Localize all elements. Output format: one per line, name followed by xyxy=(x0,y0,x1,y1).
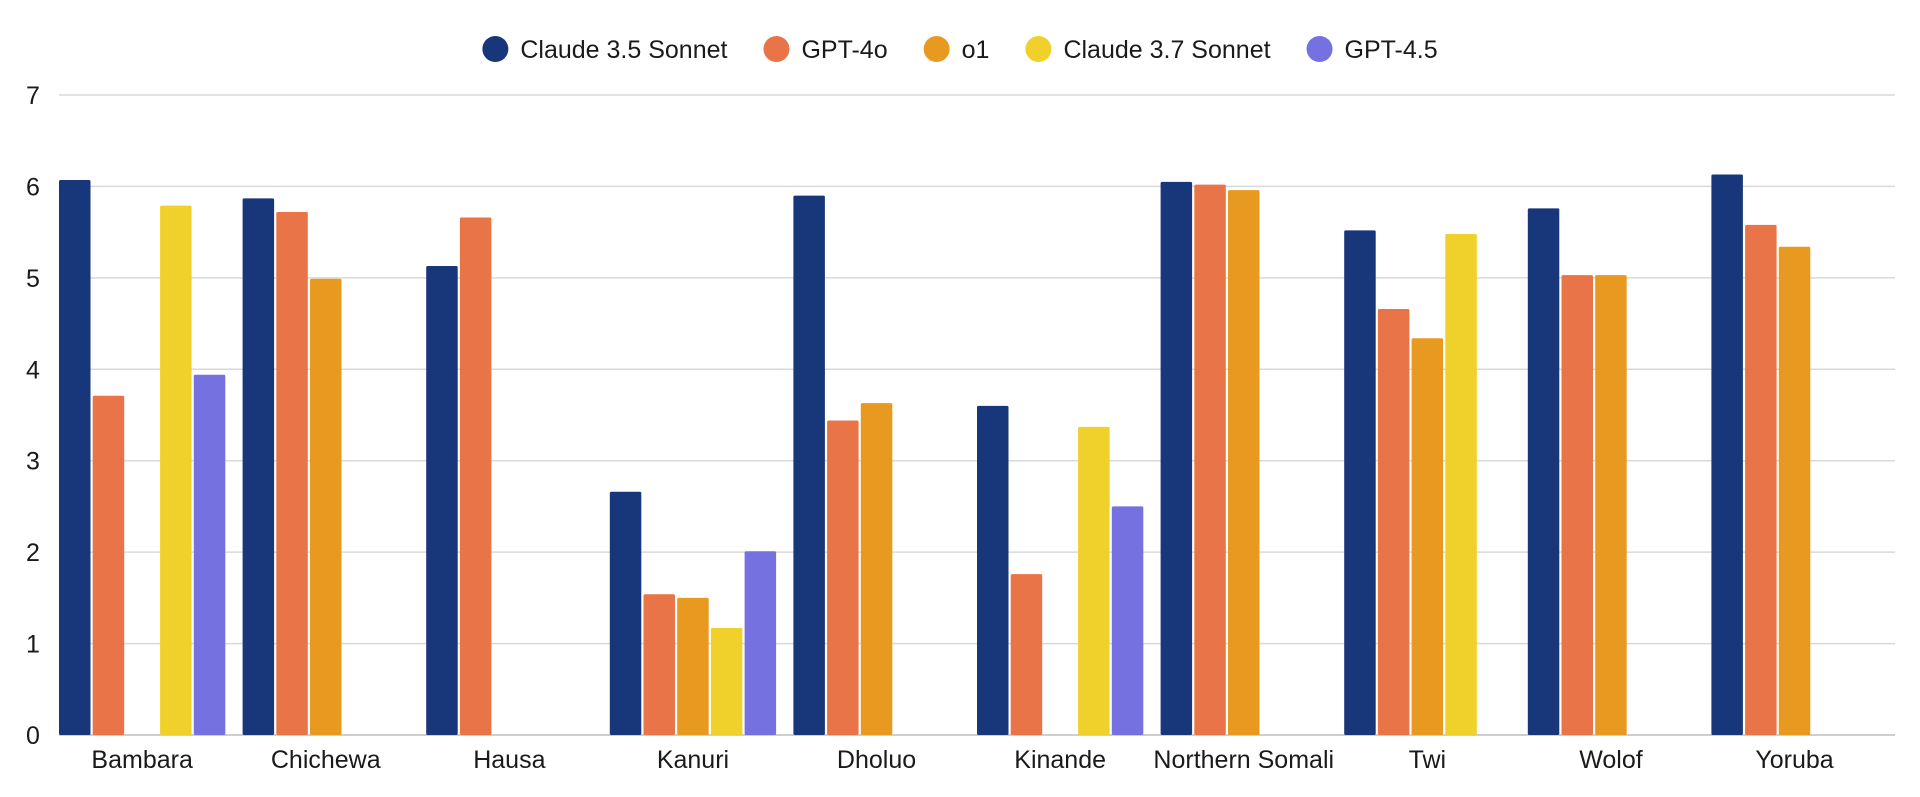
bar-wolof-o1 xyxy=(1595,275,1627,735)
bar-kinande-gpt-4o xyxy=(1010,574,1043,735)
bar-twi-claude-3-7-sonnet xyxy=(1445,233,1477,735)
bar-northern-somali-gpt-4o xyxy=(1194,184,1226,736)
y-tick-label: 1 xyxy=(26,631,40,659)
bar-kinande-gpt-4-5 xyxy=(1111,506,1144,735)
y-tick-label: 5 xyxy=(26,265,40,293)
bar-hausa-gpt-4o xyxy=(459,217,492,735)
x-tick-label: Bambara xyxy=(91,746,193,774)
x-tick-label: Northern Somali xyxy=(1153,746,1334,774)
bar-kanuri-claude-3-5-sonnet xyxy=(609,491,642,735)
bar-kinande-claude-3-5-sonnet xyxy=(977,405,1009,735)
bar-dholuo-gpt-4o xyxy=(827,420,859,735)
x-tick-label: Dholuo xyxy=(837,746,916,774)
legend-marker-claude-3-7-sonnet xyxy=(1025,36,1052,62)
bar-chichewa-claude-3-5-sonnet xyxy=(242,198,275,736)
bar-yoruba-claude-3-5-sonnet xyxy=(1711,174,1743,736)
legend-label-claude-3-5-sonnet: Claude 3.5 Sonnet xyxy=(520,36,727,64)
legend-marker-gpt-4-5 xyxy=(1306,36,1333,62)
x-tick-label: Wolof xyxy=(1579,746,1643,774)
legend-label-gpt-4o: GPT-4o xyxy=(801,36,887,64)
bar-yoruba-o1 xyxy=(1778,246,1811,735)
bar-twi-claude-3-5-sonnet xyxy=(1344,230,1376,736)
y-axis: 0 1 2 3 4 5 6 7 xyxy=(26,82,40,750)
bar-kanuri-gpt-4o xyxy=(643,594,675,735)
legend: Claude 3.5 Sonnet GPT-4o o1 Claude 3.7 Sonn… xyxy=(482,36,1438,64)
bar-twi-gpt-4o xyxy=(1377,308,1410,735)
bar-bambara-gpt-4o xyxy=(92,395,125,735)
bar-yoruba-gpt-4o xyxy=(1745,224,1777,736)
legend-label-claude-3-7-sonnet: Claude 3.7 Sonnet xyxy=(1063,36,1270,64)
legend-label-o1: o1 xyxy=(962,36,990,64)
bar-wolof-claude-3-5-sonnet xyxy=(1527,208,1560,735)
y-tick-label: 3 xyxy=(26,448,40,476)
bar-northern-somali-claude-3-5-sonnet xyxy=(1160,181,1193,735)
bar-dholuo-o1 xyxy=(860,403,893,735)
bar-kanuri-claude-3-7-sonnet xyxy=(710,628,743,735)
bar-dholuo-claude-3-5-sonnet xyxy=(793,195,825,736)
y-tick-label: 2 xyxy=(26,539,40,567)
bars-layer xyxy=(59,174,1811,736)
x-tick-label: Kinande xyxy=(1014,746,1106,774)
bar-kinande-claude-3-7-sonnet xyxy=(1078,426,1110,735)
x-tick-label: Yoruba xyxy=(1755,746,1833,774)
y-tick-label: 6 xyxy=(26,173,40,201)
bar-kanuri-o1 xyxy=(677,597,709,735)
x-tick-label: Kanuri xyxy=(657,746,729,774)
legend-label-gpt-4-5: GPT-4.5 xyxy=(1345,36,1438,64)
bar-bambara-claude-3-5-sonnet xyxy=(59,180,91,735)
bar-kanuri-gpt-4-5 xyxy=(744,551,777,735)
bar-chichewa-gpt-4o xyxy=(276,212,308,735)
x-axis: Bambara Chichewa Hausa Kanuri Dholuo Kinande N… xyxy=(91,746,1833,774)
y-tick-label: 0 xyxy=(26,722,40,750)
legend-marker-claude-3-5-sonnet xyxy=(482,36,509,62)
x-tick-label: Twi xyxy=(1409,746,1447,774)
y-tick-label: 4 xyxy=(26,356,40,384)
bar-bambara-claude-3-7-sonnet xyxy=(160,205,192,736)
bar-wolof-gpt-4o xyxy=(1561,275,1593,735)
bar-chichewa-o1 xyxy=(310,278,342,735)
bar-twi-o1 xyxy=(1411,338,1444,735)
x-tick-label: Hausa xyxy=(473,746,545,774)
x-tick-label: Chichewa xyxy=(271,746,381,774)
y-tick-label: 7 xyxy=(26,82,40,110)
bar-bambara-gpt-4-5 xyxy=(193,374,226,735)
legend-marker-o1 xyxy=(923,36,950,62)
bar-hausa-claude-3-5-sonnet xyxy=(426,265,458,735)
legend-marker-gpt-4o xyxy=(763,36,790,62)
bar-northern-somali-o1 xyxy=(1228,190,1260,736)
